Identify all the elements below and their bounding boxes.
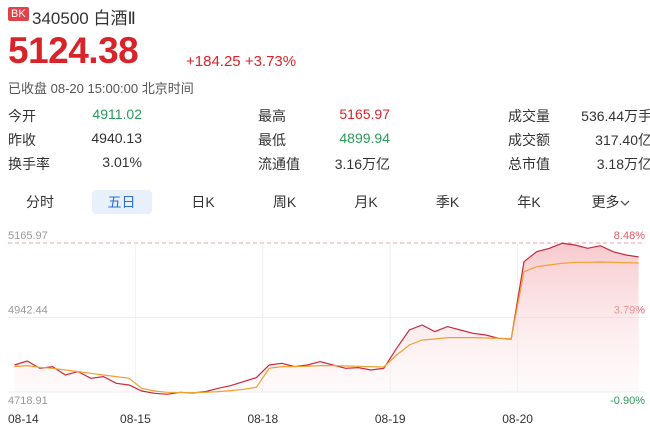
stat-label: 成交量 <box>508 108 550 124</box>
tab[interactable]: 月K <box>354 194 378 210</box>
y2-tick-label: -0.90% <box>610 395 645 407</box>
x-tick-label: 08-15 <box>120 412 151 426</box>
stat-label: 流通值 <box>258 156 300 172</box>
x-tick-label: 08-14 <box>8 412 39 426</box>
y-tick-label: 4718.91 <box>8 395 48 407</box>
stat-value: 317.40亿 <box>595 132 650 148</box>
price: 5124.38 <box>8 30 139 71</box>
change-abs: +184.25 <box>186 53 241 70</box>
stat-value: 536.44万手 <box>581 108 650 124</box>
chart: 4718.914942.445165.97-0.90%3.79%8.48%08-… <box>8 230 645 426</box>
tab[interactable]: 五日 <box>91 190 152 214</box>
stat-label: 总市值 <box>508 156 550 172</box>
stat-label: 最低 <box>258 132 286 148</box>
stat-value: 5165.97 <box>339 106 390 122</box>
area <box>14 243 639 395</box>
x-tick-label: 08-20 <box>502 412 533 426</box>
tab[interactable]: 分时 <box>26 194 54 210</box>
y-tick-label: 5165.97 <box>8 230 48 242</box>
price-line <box>14 242 639 395</box>
stat-label: 最高 <box>258 108 286 124</box>
change: +184.25 +3.73% <box>186 53 296 70</box>
stat-label: 今开 <box>8 108 36 124</box>
code: 340500 <box>32 9 89 28</box>
x-tick-label: 08-19 <box>375 412 406 426</box>
tab[interactable]: 季K <box>435 194 460 210</box>
status: 已收盘 08-20 15:00:00 北京时间 <box>8 81 194 96</box>
stat-value: 3.18万亿 <box>596 156 650 172</box>
stat-value: 3.01% <box>102 154 142 170</box>
tab[interactable]: 日K <box>191 194 215 210</box>
title: 340500 白酒Ⅱ <box>32 4 136 29</box>
stat-label: 昨收 <box>8 132 36 148</box>
stat-value: 3.16万亿 <box>334 156 390 172</box>
stat-value: 4899.94 <box>339 130 390 146</box>
stat-value: 4911.02 <box>92 106 142 122</box>
stat-label: 成交额 <box>508 132 550 148</box>
y2-tick-label: 8.48% <box>614 230 645 242</box>
stat-value: 4940.13 <box>91 130 142 146</box>
x-tick-label: 08-18 <box>247 412 278 426</box>
name: 白酒Ⅱ <box>93 9 136 28</box>
stat-label: 换手率 <box>8 156 50 172</box>
tab[interactable]: 周K <box>272 194 297 210</box>
y-tick-label: 4942.44 <box>8 305 48 317</box>
badge: BK <box>8 7 29 21</box>
average-line <box>14 261 639 394</box>
chevron <box>620 200 629 206</box>
tab[interactable]: 更多 <box>581 190 641 214</box>
change-pct: +3.73% <box>244 53 297 70</box>
tab[interactable]: 年K <box>517 194 541 210</box>
